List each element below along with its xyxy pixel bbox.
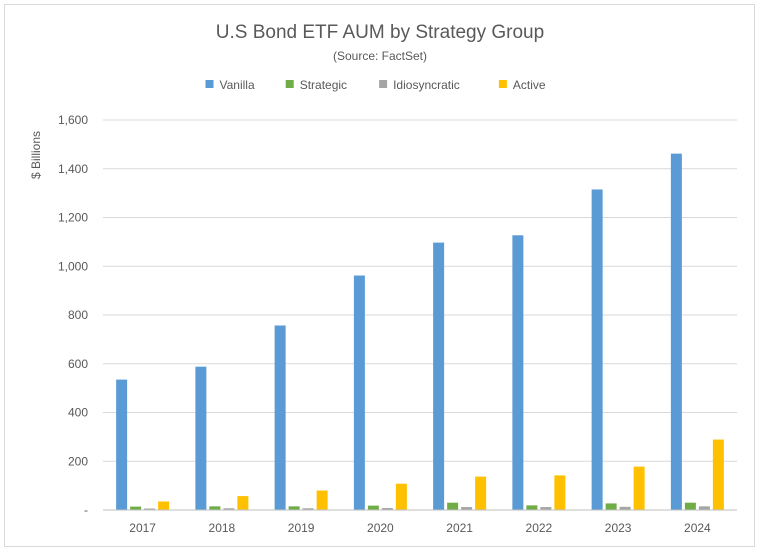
bar-idiosyncratic-2017	[144, 508, 156, 510]
y-tick-label: 1,400	[58, 162, 88, 176]
bar-idiosyncratic-2023	[619, 506, 631, 510]
bar-active-2020	[395, 483, 407, 510]
bar-active-2019	[316, 490, 328, 510]
bar-strategic-2019	[288, 506, 300, 510]
chart-subtitle: (Source: FactSet)	[333, 49, 427, 63]
y-tick-label: 600	[68, 357, 88, 371]
bar-vanilla-2022	[512, 235, 524, 510]
y-tick-label: 400	[68, 406, 88, 420]
legend: Vanilla Strategic Idiosyncratic Active	[205, 78, 546, 92]
bar-strategic-2018	[209, 506, 221, 510]
x-tick-label: 2023	[605, 521, 632, 535]
bar-idiosyncratic-2024	[698, 506, 710, 510]
bar-idiosyncratic-2020	[381, 508, 393, 510]
bar-vanilla-2021	[433, 242, 445, 510]
bar-strategic-2021	[447, 502, 459, 510]
bar-strategic-2017	[130, 506, 142, 510]
x-tick-label: 2022	[526, 521, 553, 535]
y-tick-label: 200	[68, 454, 88, 468]
bar-strategic-2024	[684, 502, 696, 510]
bar-vanilla-2024	[670, 153, 682, 510]
bar-idiosyncratic-2021	[461, 507, 473, 510]
y-tick-label: 1,600	[58, 113, 88, 127]
x-tick-label: 2019	[288, 521, 315, 535]
bar-vanilla-2023	[591, 189, 603, 510]
bars	[116, 153, 724, 510]
y-axis-ticks: - 200 400 600 800 1,000 1,200 1,400 1,600	[58, 113, 88, 517]
x-tick-label: 2017	[129, 521, 156, 535]
legend-label-idiosyncratic: Idiosyncratic	[393, 78, 460, 92]
legend-swatch-vanilla	[205, 80, 214, 88]
legend-label-active: Active	[513, 78, 546, 92]
gridlines	[103, 119, 737, 462]
legend-swatch-active	[498, 80, 507, 88]
y-tick-label: -	[84, 503, 88, 517]
bar-idiosyncratic-2018	[223, 508, 235, 510]
bar-active-2024	[712, 439, 724, 510]
x-tick-label: 2021	[446, 521, 473, 535]
legend-swatch-idiosyncratic	[379, 80, 388, 88]
bar-active-2022	[554, 475, 566, 510]
bar-vanilla-2019	[274, 325, 286, 510]
bar-active-2023	[633, 466, 645, 510]
y-tick-label: 1,000	[58, 259, 88, 273]
chart-frame	[4, 4, 755, 547]
chart-title: U.S Bond ETF AUM by Strategy Group	[216, 22, 544, 43]
bar-strategic-2023	[605, 503, 617, 510]
legend-label-vanilla: Vanilla	[220, 78, 255, 92]
x-tick-label: 2018	[209, 521, 236, 535]
legend-label-strategic: Strategic	[300, 78, 347, 92]
bar-vanilla-2020	[353, 275, 365, 510]
x-tick-label: 2020	[367, 521, 394, 535]
bar-active-2017	[158, 501, 170, 510]
bar-idiosyncratic-2019	[302, 508, 314, 510]
y-tick-label: 1,200	[58, 211, 88, 225]
bar-idiosyncratic-2022	[540, 507, 552, 510]
bar-active-2018	[237, 496, 249, 510]
bar-strategic-2022	[526, 505, 538, 510]
bar-strategic-2020	[367, 505, 379, 510]
y-tick-label: 800	[68, 308, 88, 322]
x-axis-ticks: 2017 2018 2019 2020 2021 2022 2023 2024	[129, 521, 711, 535]
bar-vanilla-2018	[195, 366, 207, 510]
legend-swatch-strategic	[285, 80, 294, 88]
x-tick-label: 2024	[684, 521, 711, 535]
y-axis-title: $ Billions	[29, 131, 43, 179]
bar-vanilla-2017	[116, 379, 128, 510]
bar-active-2021	[475, 476, 487, 510]
